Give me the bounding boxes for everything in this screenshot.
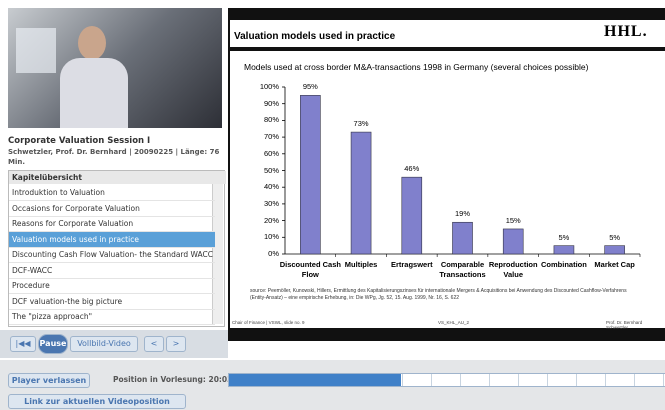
value-label: 73% bbox=[346, 119, 376, 128]
slide-footer-right: Prof. Dr. Bernhard Schwetzler bbox=[606, 320, 665, 330]
chapter-item[interactable]: Valuation models used in practice bbox=[9, 232, 215, 248]
value-label: 46% bbox=[397, 164, 427, 173]
bar bbox=[300, 95, 320, 254]
y-tick-label: 70% bbox=[264, 132, 279, 141]
bar bbox=[402, 177, 422, 254]
value-label: 5% bbox=[549, 233, 579, 242]
link-button[interactable]: Link zur aktuellen Videoposition erzeuge… bbox=[8, 394, 186, 409]
chapter-item[interactable]: Discounting Cash Flow Valuation- the Sta… bbox=[9, 247, 215, 263]
y-tick-label: 60% bbox=[264, 149, 279, 158]
slide-source: source: Peemöller, Kunowski, Hillers, Er… bbox=[250, 288, 640, 302]
bar bbox=[453, 222, 473, 254]
value-label: 19% bbox=[448, 209, 478, 218]
chapter-item[interactable]: The "pizza approach" bbox=[9, 309, 215, 325]
chapter-item[interactable]: Reasons for Corporate Valuation bbox=[9, 216, 215, 232]
bar bbox=[605, 246, 625, 254]
chapter-item[interactable]: DCF-WACC bbox=[9, 263, 215, 279]
y-tick-label: 0% bbox=[268, 249, 279, 258]
bar bbox=[554, 246, 574, 254]
y-tick-label: 20% bbox=[264, 216, 279, 225]
chapter-item[interactable]: Occasions for Corporate Valuation bbox=[9, 201, 215, 217]
x-tick-label: Market Cap bbox=[584, 260, 646, 270]
slide-footer-left: Chair of Finance | VSWL, slide no. 9 bbox=[232, 320, 304, 325]
bar bbox=[503, 229, 523, 254]
value-label: 5% bbox=[600, 233, 630, 242]
chapter-item[interactable]: Procedure bbox=[9, 278, 215, 294]
slide-footer-mid: VS_KHL_AU_2 bbox=[438, 320, 469, 325]
y-tick-label: 30% bbox=[264, 199, 279, 208]
bar bbox=[351, 132, 371, 254]
chapter-item[interactable]: DCF valuation-the big picture bbox=[9, 294, 215, 310]
value-label: 15% bbox=[498, 216, 528, 225]
exit-button[interactable]: Player verlassen bbox=[8, 373, 90, 388]
chapter-item[interactable]: Introduktion to Valuation bbox=[9, 185, 215, 201]
y-tick-label: 100% bbox=[260, 82, 279, 91]
progress-fill bbox=[229, 374, 401, 386]
y-tick-label: 10% bbox=[264, 232, 279, 241]
y-tick-label: 80% bbox=[264, 115, 279, 124]
value-label: 95% bbox=[295, 82, 325, 91]
y-tick-label: 40% bbox=[264, 182, 279, 191]
y-tick-label: 50% bbox=[264, 166, 279, 175]
y-tick-label: 90% bbox=[264, 99, 279, 108]
position-text: Position in Vorlesung: 20:03 bbox=[113, 375, 232, 384]
player-page: Corporate Valuation Session I Schwetzler… bbox=[0, 0, 665, 410]
